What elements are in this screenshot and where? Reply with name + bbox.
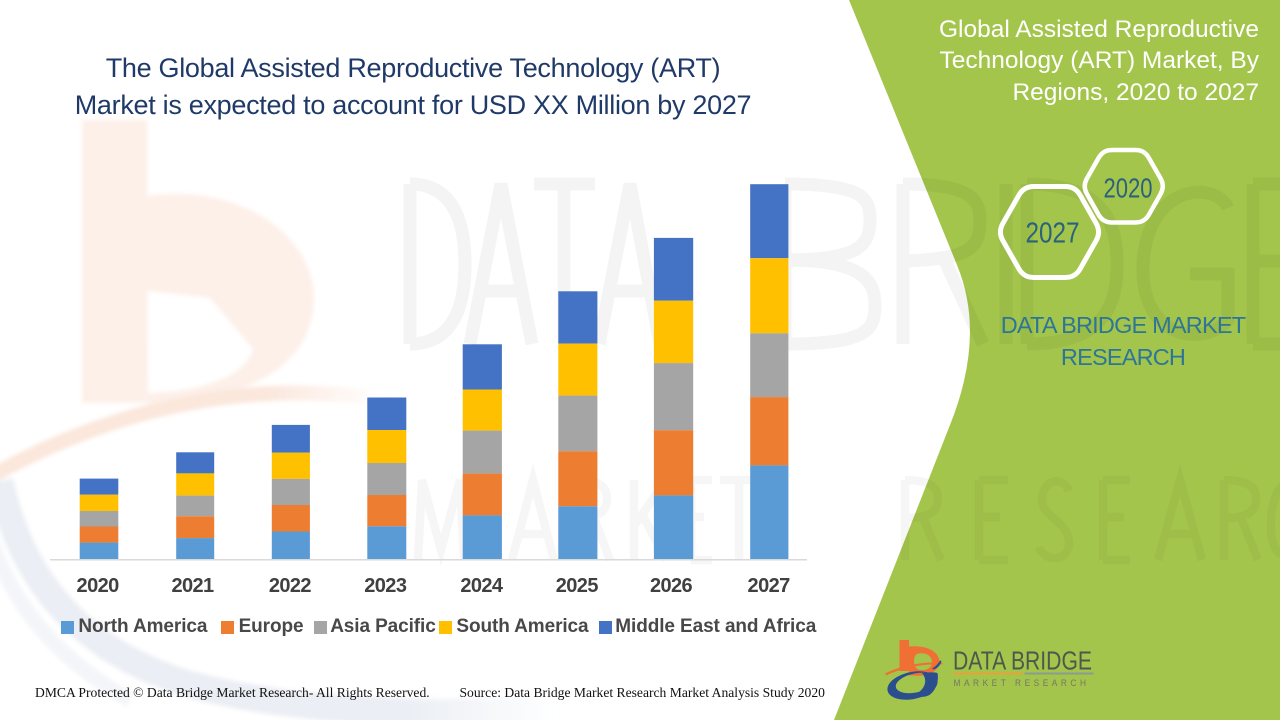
svg-text:DATA BRIDGE: DATA BRIDGE (953, 646, 1092, 676)
svg-text:2027: 2027 (1026, 218, 1080, 250)
svg-text:2020: 2020 (1104, 173, 1153, 204)
svg-text:MARKET RESEARCH: MARKET RESEARCH (954, 678, 1090, 689)
